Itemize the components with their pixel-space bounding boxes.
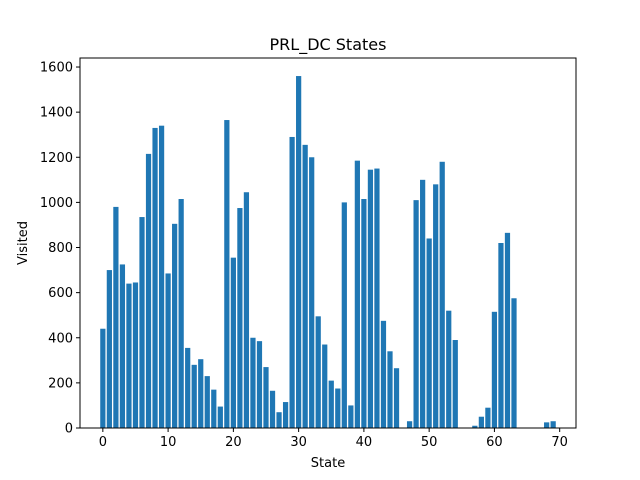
y-tick-label: 1200 <box>40 151 73 166</box>
y-tick-label: 1400 <box>40 106 73 121</box>
bar-state-38 <box>348 405 354 428</box>
chart-title: PRL_DC States <box>270 35 387 55</box>
bar-state-62 <box>504 232 511 428</box>
x-tick-label: 70 <box>551 435 568 450</box>
bar-state-7 <box>145 153 152 428</box>
bar-state-45 <box>393 368 400 428</box>
x-tick-label: 40 <box>356 435 373 450</box>
y-tick-label: 800 <box>48 241 73 256</box>
bar-state-61 <box>498 243 504 428</box>
bar-state-28 <box>282 402 289 428</box>
bar-state-6 <box>139 217 145 428</box>
bar-state-30 <box>296 76 302 429</box>
x-tick-label: 60 <box>486 435 503 450</box>
bar-state-58 <box>478 416 484 428</box>
bar-state-53 <box>446 310 452 428</box>
bar-state-12 <box>178 199 184 428</box>
bar-state-25 <box>263 367 269 428</box>
bar-state-3 <box>119 264 126 428</box>
bar-state-1 <box>106 270 112 428</box>
bar-state-17 <box>211 389 217 428</box>
y-tick-label: 1600 <box>40 61 73 76</box>
bar-state-13 <box>185 347 191 428</box>
x-tick-label: 0 <box>99 435 107 450</box>
x-axis-label: State <box>311 456 345 471</box>
bar-state-33 <box>315 316 321 428</box>
bar-state-31 <box>302 144 308 429</box>
bar-state-19 <box>224 120 230 428</box>
bar-state-10 <box>165 273 171 428</box>
y-axis-ticks: 0 200 400 600 800 1000 1200 1400 1600 <box>40 61 80 437</box>
bar-state-23 <box>250 337 256 428</box>
bar-state-0 <box>100 328 106 428</box>
bar-state-24 <box>256 341 263 428</box>
bar-state-9 <box>158 125 165 429</box>
bar-state-54 <box>452 340 458 428</box>
bar-state-16 <box>204 376 210 428</box>
bar-state-32 <box>309 157 315 428</box>
plot-frame <box>79 57 577 429</box>
bar-state-69 <box>550 421 556 428</box>
x-tick-label: 50 <box>421 435 438 450</box>
y-tick-label: 0 <box>65 422 73 437</box>
bar-state-50 <box>426 238 432 428</box>
bar-state-47 <box>406 421 413 428</box>
bar-state-37 <box>341 202 347 428</box>
bar-state-57 <box>472 425 478 428</box>
x-tick-label: 30 <box>290 435 307 450</box>
bar-state-29 <box>289 136 295 428</box>
bar-state-15 <box>198 359 204 428</box>
bar-state-63 <box>511 298 517 428</box>
y-tick-label: 400 <box>48 331 73 346</box>
bar-state-14 <box>191 364 197 428</box>
x-axis-ticks: 0 10 20 30 40 50 60 70 <box>99 428 568 450</box>
bars-group <box>100 76 556 429</box>
bar-state-21 <box>237 208 243 428</box>
bar-state-27 <box>276 412 282 428</box>
bar-state-22 <box>243 192 250 428</box>
bar-state-20 <box>230 257 236 428</box>
bar-state-36 <box>335 388 341 428</box>
bar-state-35 <box>328 380 334 428</box>
bar-state-11 <box>172 223 178 428</box>
x-tick-label: 20 <box>225 435 242 450</box>
bar-state-39 <box>354 160 360 428</box>
bar-state-40 <box>361 199 367 428</box>
bar-state-42 <box>374 168 380 429</box>
bar-state-59 <box>485 407 491 428</box>
bar-state-5 <box>132 282 139 428</box>
bar-state-60 <box>491 311 498 428</box>
bar-state-49 <box>420 179 426 428</box>
y-tick-label: 1000 <box>40 196 73 211</box>
bar-state-26 <box>269 390 276 428</box>
y-tick-label: 600 <box>48 286 73 301</box>
y-tick-label: 200 <box>48 376 73 391</box>
bar-state-52 <box>439 161 445 428</box>
bar-state-68 <box>544 422 550 428</box>
bar-state-2 <box>113 206 119 428</box>
bar-state-4 <box>126 283 132 428</box>
bar-state-48 <box>413 200 419 428</box>
bar-state-51 <box>433 184 439 428</box>
bar-state-44 <box>387 351 393 428</box>
bar-state-41 <box>367 169 374 429</box>
bar-state-34 <box>322 344 328 428</box>
bar-state-43 <box>380 320 387 428</box>
y-axis-label: Visited <box>16 221 31 265</box>
x-tick-label: 10 <box>160 435 177 450</box>
bar-state-8 <box>152 127 158 428</box>
bar-state-18 <box>217 406 223 428</box>
